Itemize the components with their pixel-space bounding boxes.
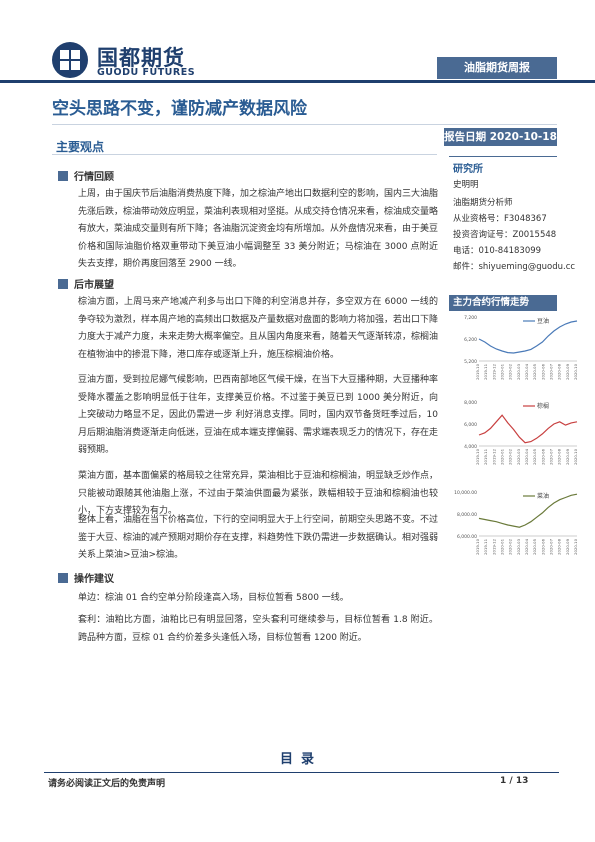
x-tick-label: 2020-02: [508, 363, 513, 379]
x-tick-label: 2020-01: [500, 448, 505, 464]
x-tick-label: 2020-10: [573, 538, 578, 554]
logo-text-cn: 国都期货: [97, 46, 185, 70]
y-tick-label: 8,000.00: [457, 512, 477, 518]
x-tick-label: 2020-10: [573, 448, 578, 464]
paragraph: 整体上看，油脂在当下价格高位，下行的空间明显大于上行空间，前期空头思路不变。不过…: [78, 515, 439, 560]
x-tick-label: 2020-03: [516, 363, 521, 379]
section-marker-icon: [58, 171, 68, 181]
chart-soybean-oil: 7,200 6,200 5,200 豆油 2019-10 2019-11 2019-12 20…: [464, 315, 578, 380]
section-marker-icon: [58, 573, 68, 583]
page-title: 空头思路不变，谨防减产数据风险: [52, 99, 307, 119]
x-tick-label: 2020-08: [557, 363, 562, 379]
paragraph: 豆油方面，受到拉尼娜气候影响，巴西南部地区气候干燥，在当下大豆播种期，大豆播种率…: [78, 375, 439, 455]
paragraph: 上周，由于国庆节后油脂消费热度下降，加之棕油产地出口数据利空的影响，国内三大油脂…: [78, 189, 439, 269]
logo-mark-icon: [52, 42, 88, 78]
main-column-divider: [52, 154, 437, 155]
y-tick-label: 7,200: [464, 315, 477, 321]
x-tick-label: 2019-12: [491, 448, 496, 464]
disclaimer-note: 请务必阅读正文后的免责声明: [48, 779, 166, 789]
analyst-name: 史明明: [453, 180, 479, 190]
sidebar-heading: 研究所: [453, 164, 483, 175]
section-heading-review: 行情回顾: [58, 168, 114, 183]
x-tick-label: 2020-07: [549, 448, 554, 464]
paragraph: 套利：油粕比方面，油粕比已有明显回落，空头套利可继续参与，目标位暂看 1.8 附…: [78, 615, 438, 643]
x-tick-label: 2019-11: [483, 363, 488, 379]
y-tick-label: 4,000: [464, 444, 477, 450]
report-date-badge: 报告日期 2020-10-18: [444, 128, 557, 146]
x-tick-label: 2020-03: [516, 448, 521, 464]
legend-label: 豆油: [537, 317, 549, 325]
paragraph: 单边：棕油 01 合约空单分阶段逢高入场，目标位暂看 5800 一线。: [78, 593, 349, 603]
y-tick-label: 6,000: [464, 422, 477, 428]
x-tick-label: 2020-09: [565, 538, 570, 554]
x-tick-label: 2020-03: [516, 538, 521, 554]
x-tick-label: 2020-08: [557, 538, 562, 554]
x-tick-label: 2020-06: [540, 538, 545, 554]
x-tick-label: 2020-06: [540, 448, 545, 464]
consulting-license: 投资咨询证号：Z0015548: [453, 230, 557, 240]
section-marker-icon: [58, 279, 68, 289]
x-tick-label: 2020-04: [524, 363, 529, 379]
footer-divider: [44, 772, 559, 773]
x-tick-label: 2020-04: [524, 538, 529, 554]
series-line: [478, 414, 578, 444]
main-heading: 主要观点: [56, 140, 105, 154]
qualification-number: 从业资格号：F3048367: [453, 214, 547, 224]
sidebar-divider: [449, 156, 557, 157]
x-tick-label: 2019-10: [475, 448, 480, 464]
y-tick-label: 10,000.00: [454, 490, 477, 496]
section-heading-outlook: 后市展望: [58, 276, 114, 291]
x-tick-label: 2020-08: [557, 448, 562, 464]
x-tick-label: 2020-02: [508, 538, 513, 554]
toc-heading: 目录: [280, 752, 323, 767]
x-tick-label: 2020-05: [532, 538, 537, 554]
y-tick-label: 8,000: [464, 400, 477, 406]
x-tick-label: 2020-01: [500, 538, 505, 554]
y-tick-label: 5,200: [464, 359, 477, 365]
x-tick-label: 2020-10: [573, 363, 578, 379]
x-tick-label: 2020-06: [540, 363, 545, 379]
x-tick-label: 2020-05: [532, 448, 537, 464]
x-tick-label: 2020-07: [549, 538, 554, 554]
chart-palm-oil: 8,000 6,000 4,000 棕榈 2019-10 2019-11 2019-12 20…: [464, 400, 578, 465]
x-tick-label: 2020-07: [549, 363, 554, 379]
x-tick-label: 2019-11: [483, 448, 488, 464]
header-divider: [0, 80, 595, 83]
email: 邮件：shiyueming@guodu.cc: [453, 262, 576, 272]
chart-heading: 主力合约行情走势: [449, 295, 557, 311]
title-divider: [52, 124, 557, 125]
phone: 电话：010-84183099: [453, 246, 542, 256]
x-tick-label: 2020-01: [500, 363, 505, 379]
x-tick-label: 2020-09: [565, 448, 570, 464]
x-tick-label: 2019-11: [483, 538, 488, 554]
paragraph: 棕油方面，上周马来产地减产利多与出口下降的利空消息并存，多空双方在 6000 一…: [78, 297, 439, 360]
legend-label: 棕榈: [537, 402, 549, 410]
legend-label: 菜油: [537, 492, 549, 500]
x-tick-label: 2020-09: [565, 363, 570, 379]
analyst-title: 油脂期货分析师: [453, 198, 513, 208]
section-heading-advice: 操作建议: [58, 570, 114, 585]
x-tick-label: 2019-10: [475, 363, 480, 379]
x-tick-label: 2020-04: [524, 448, 529, 464]
paragraph: 菜油方面，基本面偏紧的格局较之往常充异，菜油相比于豆油和棕榈油，明显缺乏炒作点，…: [78, 471, 439, 516]
report-type-banner: 油脂期货周报: [437, 57, 557, 79]
y-tick-label: 6,200: [464, 337, 477, 343]
company-logo: 国都期货 GUODU FUTURES: [50, 40, 230, 80]
page-number: 1 / 13: [500, 776, 529, 786]
x-tick-label: 2019-10: [475, 538, 480, 554]
y-tick-label: 6,000.00: [457, 534, 477, 540]
series-line: [478, 320, 578, 354]
x-tick-label: 2020-05: [532, 363, 537, 379]
x-tick-label: 2019-12: [491, 363, 496, 379]
series-line: [478, 493, 578, 528]
x-tick-label: 2020-02: [508, 448, 513, 464]
x-tick-label: 2019-12: [491, 538, 496, 554]
logo-text-en: GUODU FUTURES: [97, 67, 196, 78]
